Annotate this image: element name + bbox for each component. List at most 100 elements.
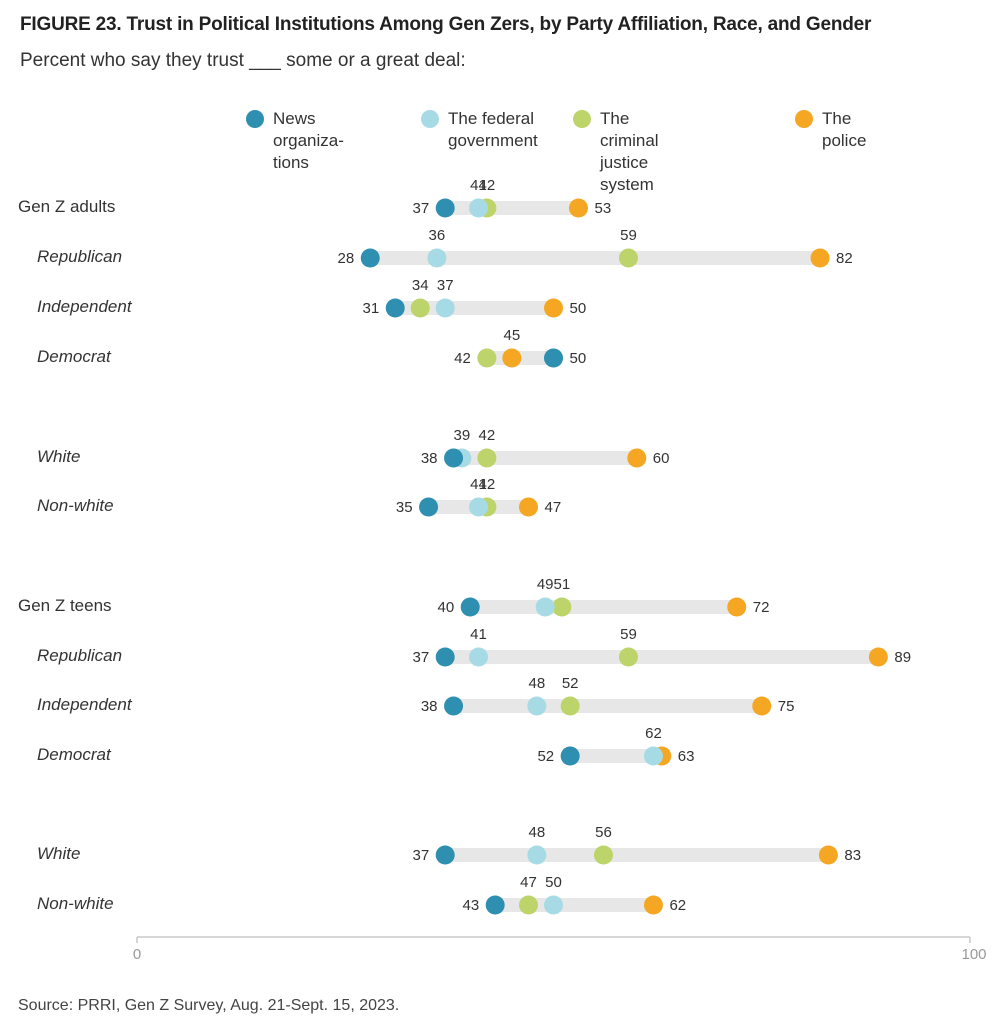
value-label-criminal: 42	[454, 350, 471, 367]
value-label-police: 53	[594, 200, 611, 217]
value-label-federal: 50	[545, 874, 562, 891]
range-bar	[453, 451, 637, 465]
value-label-police: 63	[678, 748, 695, 765]
value-label-police: 60	[653, 450, 670, 467]
x-tick-label: 100	[961, 946, 986, 963]
value-label-criminal: 42	[479, 476, 496, 493]
value-label-news: 31	[363, 300, 380, 317]
dot-police	[643, 895, 663, 915]
value-label-criminal: 42	[479, 177, 496, 194]
source-note: Source: PRRI, Gen Z Survey, Aug. 21-Sept…	[18, 997, 400, 1014]
value-label-federal: 41	[470, 476, 487, 493]
dot-news	[435, 198, 455, 218]
value-label-police: 47	[545, 499, 562, 516]
dot-police	[544, 298, 563, 318]
dot-news	[544, 348, 563, 368]
row-label: Republican	[37, 646, 123, 665]
value-label-police: 50	[570, 300, 587, 317]
dot-news	[419, 497, 439, 517]
value-label-news: 37	[413, 649, 430, 666]
dot-criminal	[618, 248, 638, 268]
value-label-criminal: 34	[412, 277, 429, 294]
legend-swatch-police	[795, 110, 813, 128]
value-label-federal: 50	[570, 350, 587, 367]
value-label-criminal: 52	[562, 675, 579, 692]
x-tick-label: 0	[133, 946, 141, 963]
value-label-federal: 39	[454, 427, 471, 444]
dot-federal	[544, 895, 563, 915]
dot-police	[519, 497, 539, 517]
dot-criminal	[519, 895, 539, 915]
legend-swatch-criminal	[573, 110, 591, 128]
value-label-police: 89	[894, 649, 911, 666]
dot-federal	[643, 746, 663, 766]
value-label-police: 82	[836, 250, 853, 267]
value-label-federal: 41	[470, 177, 487, 194]
row-label: Democrat	[37, 745, 111, 764]
legend-swatch-news	[246, 110, 264, 128]
dot-police	[818, 845, 838, 865]
dot-news	[444, 696, 464, 716]
dot-police	[868, 647, 888, 667]
range-bar	[453, 699, 762, 713]
value-label-federal: 36	[429, 227, 446, 244]
value-label-federal: 37	[437, 277, 454, 294]
dot-federal	[535, 597, 555, 617]
value-label-federal: 48	[528, 675, 545, 692]
dot-news	[360, 248, 380, 268]
dot-federal	[469, 497, 489, 517]
chart-subtitle: Percent who say they trust ___ some or a…	[20, 50, 466, 71]
value-label-criminal: 59	[620, 227, 637, 244]
range-bar	[470, 600, 737, 614]
row-label: White	[37, 844, 81, 863]
value-label-news: 43	[463, 897, 480, 914]
value-label-police: 45	[504, 327, 521, 344]
value-label-federal: 62	[645, 725, 662, 742]
dot-criminal	[410, 298, 430, 318]
value-label-news: 40	[438, 599, 455, 616]
range-bar	[445, 650, 879, 664]
legend-label-federal: The federal government	[448, 109, 538, 150]
dot-federal	[527, 696, 547, 716]
range-bar	[370, 251, 821, 265]
dot-news	[460, 597, 480, 617]
range-bar	[395, 301, 554, 315]
value-label-news: 37	[413, 847, 430, 864]
range-bar	[445, 201, 579, 215]
row-label: Non-white	[37, 894, 114, 913]
range-bar	[445, 848, 829, 862]
value-label-news: 38	[421, 450, 438, 467]
dot-police	[627, 448, 647, 468]
dot-news	[435, 647, 455, 667]
dot-federal	[527, 845, 547, 865]
dot-federal	[469, 647, 489, 667]
dot-criminal	[560, 696, 580, 716]
dot-police	[568, 198, 588, 218]
row-label: Gen Z teens	[18, 596, 112, 615]
value-label-federal: 49	[537, 576, 554, 593]
dot-news	[485, 895, 505, 915]
dot-news	[435, 845, 455, 865]
row-label: Independent	[37, 297, 132, 316]
dot-news	[385, 298, 405, 318]
legend-label-news: News organiza- tions	[273, 109, 344, 172]
value-label-criminal: 51	[553, 576, 570, 593]
value-label-federal: 41	[470, 626, 487, 643]
dot-news	[444, 448, 464, 468]
dot-federal	[469, 198, 489, 218]
value-label-criminal: 42	[479, 427, 496, 444]
value-label-news: 28	[338, 250, 355, 267]
value-label-criminal: 59	[620, 626, 637, 643]
dot-police	[727, 597, 747, 617]
row-label: White	[37, 447, 81, 466]
value-label-news: 38	[421, 698, 438, 715]
chart-title: FIGURE 23. Trust in Political Institutio…	[20, 14, 872, 35]
value-label-criminal: 56	[595, 824, 612, 841]
dot-criminal	[477, 448, 497, 468]
dot-criminal	[552, 597, 572, 617]
value-label-news: 35	[396, 499, 413, 516]
dot-police	[810, 248, 830, 268]
value-label-police: 75	[778, 698, 795, 715]
dot-criminal	[593, 845, 613, 865]
